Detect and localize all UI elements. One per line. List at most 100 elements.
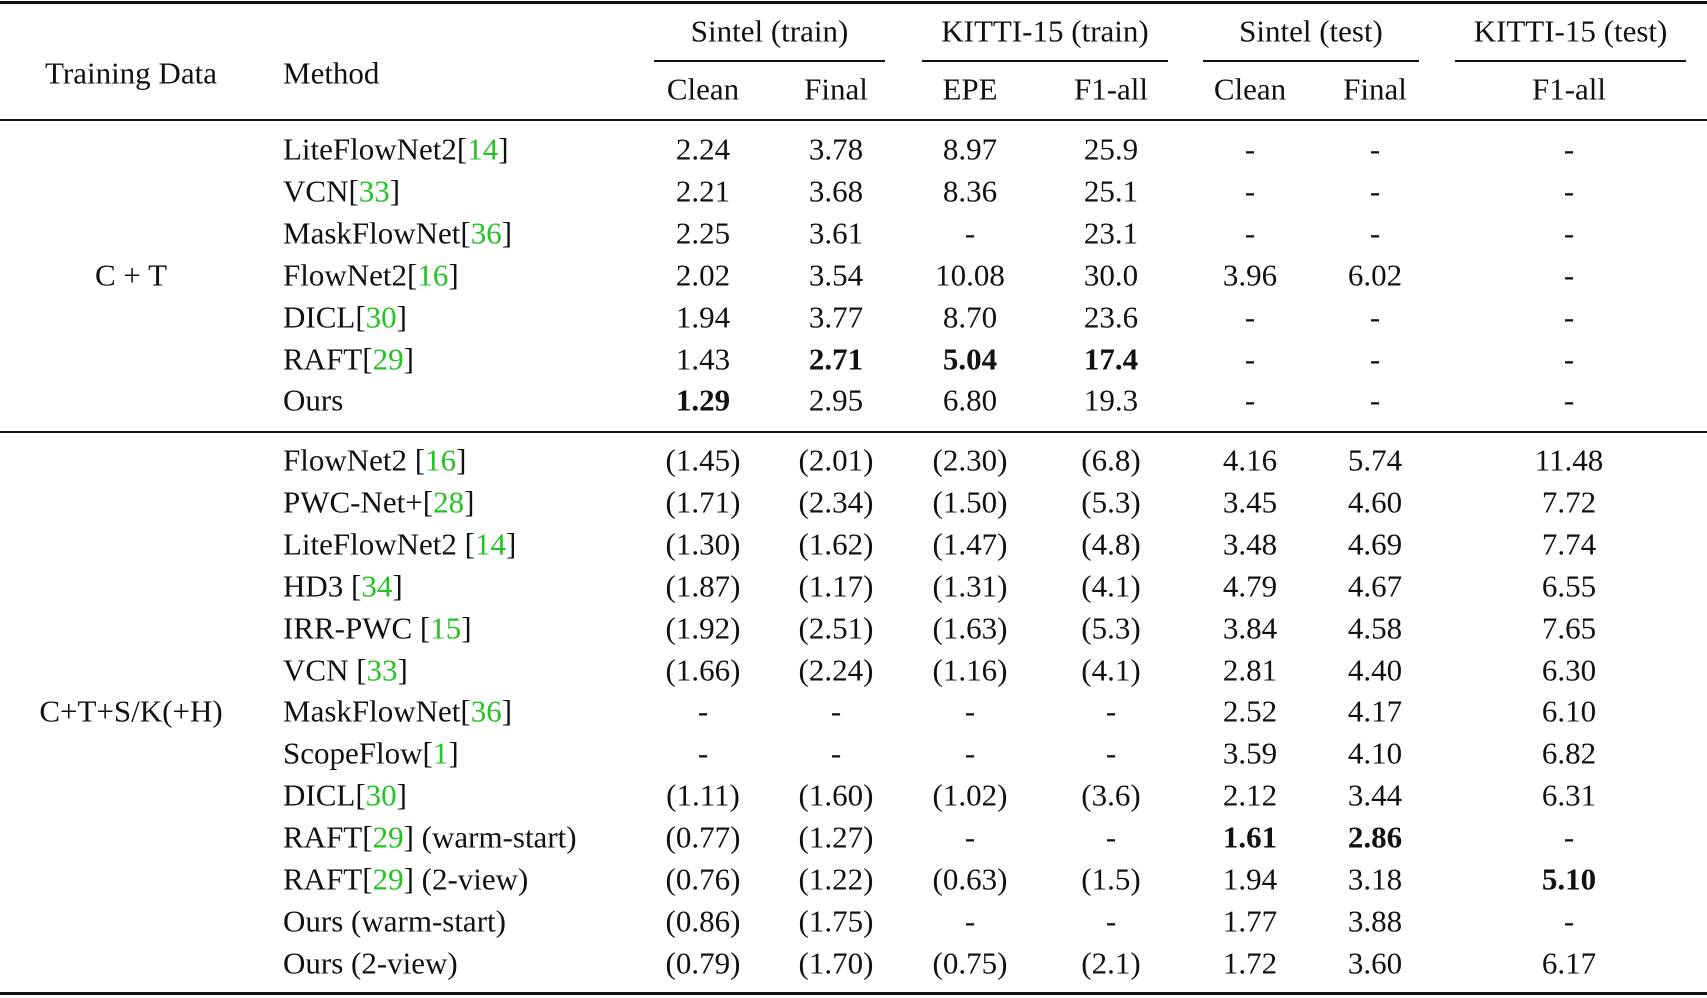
value-cell: 4.16	[1222, 442, 1278, 478]
method-name: VCN[	[283, 173, 359, 209]
value-cell: -	[1244, 215, 1256, 251]
value-cell: (4.8)	[1081, 526, 1141, 562]
training-data-label: C+T+S/K(+H)	[39, 693, 223, 729]
rule	[0, 119, 1707, 121]
method-name: Ours (2-view)	[283, 945, 458, 981]
value-cell: (1.50)	[932, 484, 1008, 520]
method-name: LiteFlowNet2 [	[283, 526, 475, 562]
value-cell: 1.94	[675, 299, 731, 335]
method-suffix: ]	[389, 173, 401, 209]
method-cell: RAFT[29]	[283, 343, 414, 374]
value-cell: (0.77)	[665, 819, 741, 855]
value-cell: (1.31)	[932, 568, 1008, 604]
value-cell: -	[1369, 299, 1381, 335]
value-cell: -	[1244, 173, 1256, 209]
value-cell: 2.81	[1222, 652, 1278, 687]
value-cell: 6.55	[1541, 568, 1597, 604]
value-cell: 8.36	[942, 173, 998, 209]
value-cell: 23.6	[1083, 299, 1139, 335]
value-cell: -	[1563, 215, 1575, 251]
training-data-label: C + T	[94, 257, 168, 293]
citation: 14	[475, 526, 506, 562]
value-cell: 4.69	[1347, 526, 1403, 562]
value-cell: 6.17	[1541, 945, 1597, 981]
value-cell: (0.75)	[932, 945, 1008, 981]
citation: 33	[358, 173, 390, 209]
value-cell: 7.72	[1541, 484, 1597, 520]
value-cell: 3.61	[808, 215, 864, 251]
value-cell: (2.1)	[1081, 945, 1141, 981]
value-cell: -	[1244, 131, 1256, 167]
method-cell: MaskFlowNet[36]	[283, 217, 512, 248]
value-cell: 1.29	[675, 382, 731, 418]
header-group: KITTI-15 (test)	[1473, 13, 1668, 49]
header-column: Clean	[666, 71, 740, 107]
value-cell: 2.02	[675, 257, 731, 293]
value-cell: 2.24	[675, 131, 731, 167]
value-cell: 3.78	[808, 131, 864, 167]
header-group: Sintel (test)	[1239, 13, 1383, 49]
value-cell: -	[964, 215, 976, 251]
method-cell: MaskFlowNet[36]	[283, 696, 512, 727]
value-cell: -	[697, 735, 709, 771]
value-cell: 3.59	[1222, 735, 1278, 771]
method-cell: ScopeFlow[1]	[283, 738, 459, 769]
value-cell: -	[830, 735, 842, 771]
value-cell: 4.40	[1347, 652, 1403, 687]
value-cell: (1.27)	[798, 819, 874, 855]
value-cell: 23.1	[1083, 215, 1139, 251]
value-cell: 30.0	[1083, 257, 1139, 293]
value-cell: 7.74	[1541, 526, 1597, 562]
method-name: DICL[	[283, 299, 366, 335]
value-cell: -	[1369, 341, 1381, 376]
method-cell: DICL[30]	[283, 301, 407, 332]
method-suffix: ]	[501, 693, 513, 729]
value-cell: -	[1563, 903, 1575, 939]
method-name: MaskFlowNet[	[283, 693, 471, 729]
method-cell: DICL[30]	[283, 780, 407, 811]
method-name: VCN [	[283, 652, 367, 687]
method-name: PWC-Net+[	[283, 484, 434, 520]
value-cell: (3.6)	[1081, 777, 1141, 813]
method-name: RAFT[	[283, 341, 373, 376]
rule	[922, 60, 1168, 62]
value-cell: 4.58	[1347, 610, 1403, 646]
rule	[0, 992, 1707, 995]
value-cell: 3.88	[1347, 903, 1403, 939]
rule	[654, 60, 885, 62]
citation: 30	[365, 299, 397, 335]
value-cell: -	[1563, 257, 1575, 293]
value-cell: (2.30)	[932, 442, 1008, 478]
value-cell: 25.9	[1083, 131, 1139, 167]
citation: 36	[470, 215, 502, 251]
header-training-data: Training Data	[45, 55, 217, 91]
value-cell: 4.60	[1347, 484, 1403, 520]
citation: 14	[467, 131, 499, 167]
citation: 34	[361, 568, 393, 604]
value-cell: (5.3)	[1081, 610, 1141, 646]
method-cell: LiteFlowNet2 [14]	[283, 528, 516, 559]
value-cell: 1.43	[675, 341, 731, 376]
method-suffix: ] (warm-start)	[403, 819, 577, 855]
value-cell: (1.16)	[932, 652, 1008, 687]
value-cell: 3.84	[1222, 610, 1278, 646]
value-cell: (4.1)	[1081, 568, 1141, 604]
value-cell: (2.24)	[798, 652, 874, 687]
value-cell: 6.82	[1541, 735, 1597, 771]
value-cell: 3.60	[1347, 945, 1403, 981]
method-cell: Ours (2-view)	[283, 947, 458, 978]
value-cell: 3.96	[1222, 257, 1278, 293]
value-cell: 6.10	[1541, 693, 1597, 729]
value-cell: 2.52	[1222, 693, 1278, 729]
method-suffix: ]	[448, 735, 459, 771]
value-cell: (2.51)	[798, 610, 874, 646]
method-cell: Ours (warm-start)	[283, 905, 506, 936]
value-cell: 5.74	[1347, 442, 1403, 478]
value-cell: (1.71)	[665, 484, 741, 520]
value-cell: 25.1	[1083, 173, 1139, 209]
value-cell: 2.21	[675, 173, 731, 209]
method-suffix: ]	[448, 257, 459, 293]
citation: 28	[433, 484, 465, 520]
value-cell: (1.66)	[665, 652, 741, 687]
